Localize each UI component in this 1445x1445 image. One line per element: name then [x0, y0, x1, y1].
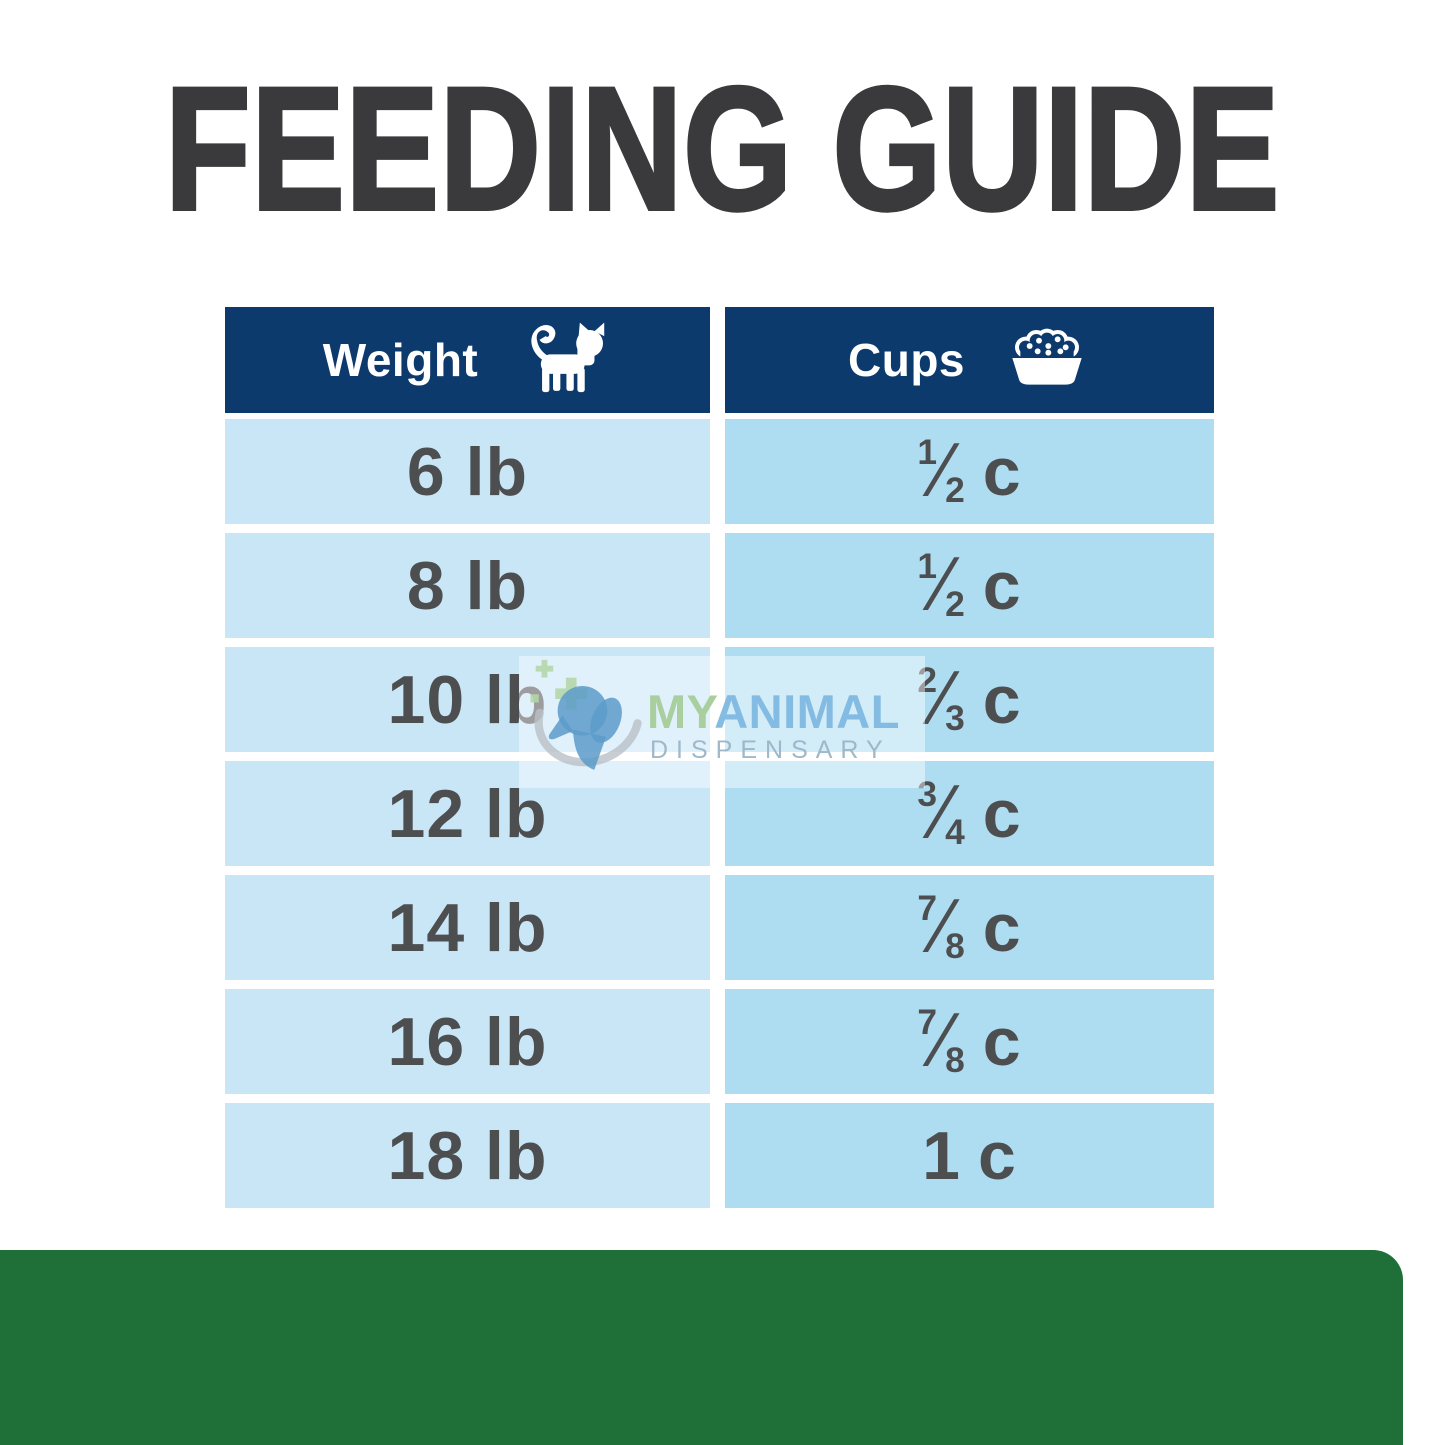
cups-numerator: 7	[917, 889, 939, 929]
cups-denominator: 2	[945, 470, 966, 510]
weight-value: 14 lb	[387, 889, 548, 966]
weight-value: 18 lb	[387, 1117, 548, 1194]
cups-value: 2 ⁄ 3 c	[917, 660, 1021, 740]
cups-header-label: Cups	[848, 334, 965, 386]
cups-denominator: 8	[945, 1040, 966, 1080]
food-bowl-icon	[1003, 327, 1091, 394]
weight-value: 12 lb	[387, 775, 548, 852]
fraction-slash-glyph: ⁄	[935, 773, 948, 854]
cups-denominator: 2	[945, 584, 966, 624]
cups-cell: 1 ⁄ 2 c	[725, 419, 1214, 524]
feeding-table-rows: 6 lb 1 ⁄ 2 c 8 lb 1 ⁄ 2 c 10 lb 2 ⁄ 3 c 12 lb	[225, 419, 1214, 1208]
cups-cell: 2 ⁄ 3 c	[725, 647, 1214, 752]
cups-numerator: 3	[917, 775, 939, 815]
cups-value: 7 ⁄ 8 c	[917, 1002, 1021, 1082]
weight-value: 10 lb	[387, 661, 548, 738]
weight-header-label: Weight	[322, 334, 479, 386]
cat-icon	[516, 319, 612, 402]
cups-denominator: 8	[945, 926, 966, 966]
weight-cell: 12 lb	[225, 761, 710, 866]
table-row: 6 lb 1 ⁄ 2 c	[225, 419, 1214, 524]
weight-header-cell: Weight	[225, 307, 710, 413]
cups-numerator: 1	[917, 547, 939, 587]
table-row: 8 lb 1 ⁄ 2 c	[225, 533, 1214, 638]
cups-denominator: 3	[945, 698, 966, 738]
cups-value: 3 ⁄ 4 c	[917, 774, 1021, 854]
cups-value: 1 ⁄ 2 c	[917, 546, 1021, 626]
page-title: FEEDING GUIDE	[163, 52, 1280, 247]
cups-value: 7 ⁄ 8 c	[917, 888, 1021, 968]
cups-numerator: 7	[917, 1003, 939, 1043]
cups-whole: 1	[922, 1117, 961, 1194]
weight-cell: 10 lb	[225, 647, 710, 752]
cups-unit: c	[982, 547, 1022, 624]
cups-numerator: 1	[917, 433, 939, 473]
cups-denominator: 4	[945, 812, 966, 852]
weight-cell: 16 lb	[225, 989, 710, 1094]
footer-green-band	[0, 1250, 1403, 1445]
table-row: 10 lb 2 ⁄ 3 c	[225, 647, 1214, 752]
weight-value: 6 lb	[406, 433, 529, 510]
cups-cell: 3 ⁄ 4 c	[725, 761, 1214, 866]
fraction-slash-glyph: ⁄	[935, 1001, 948, 1082]
cups-cell: 1 ⁄ 2 c	[725, 533, 1214, 638]
weight-value: 8 lb	[406, 547, 529, 624]
cups-header-cell: Cups	[725, 307, 1214, 413]
table-row: 12 lb 3 ⁄ 4 c	[225, 761, 1214, 866]
fraction-slash-glyph: ⁄	[935, 659, 948, 740]
cups-value: 1 ⁄ 2 c	[917, 432, 1021, 512]
weight-cell: 8 lb	[225, 533, 710, 638]
fraction-slash-glyph: ⁄	[935, 431, 948, 512]
table-header-row: Weight	[225, 307, 1214, 413]
table-row: 16 lb 7 ⁄ 8 c	[225, 989, 1214, 1094]
cups-unit: c	[982, 775, 1022, 852]
weight-cell: 6 lb	[225, 419, 710, 524]
fraction-slash-glyph: ⁄	[935, 545, 948, 626]
weight-cell: 18 lb	[225, 1103, 710, 1208]
cups-cell: 7 ⁄ 8 c	[725, 875, 1214, 980]
cups-numerator: 2	[917, 661, 939, 701]
cups-unit: c	[982, 433, 1022, 510]
weight-value: 16 lb	[387, 1003, 548, 1080]
weight-cell: 14 lb	[225, 875, 710, 980]
cups-unit: c	[982, 889, 1022, 966]
fraction-slash-glyph: ⁄	[935, 887, 948, 968]
cups-cell: 7 ⁄ 8 c	[725, 989, 1214, 1094]
feeding-table: Weight	[225, 307, 1214, 1217]
cups-unit: c	[978, 1117, 1017, 1194]
table-row: 14 lb 7 ⁄ 8 c	[225, 875, 1214, 980]
cups-unit: c	[982, 1003, 1022, 1080]
cups-unit: c	[982, 661, 1022, 738]
